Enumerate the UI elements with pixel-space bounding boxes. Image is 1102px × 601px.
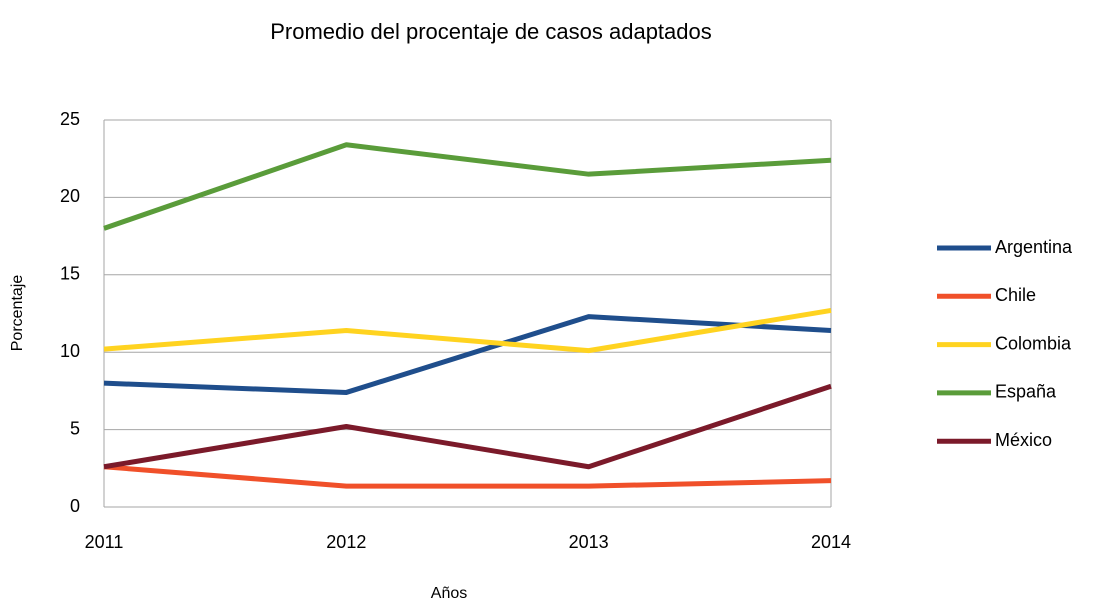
series-line [103,307,832,354]
x-tick-label: 2012 [326,532,366,552]
chart-title: Promedio del procentaje de casos adaptad… [270,19,712,44]
y-tick-label: 15 [60,264,80,284]
x-tick-label: 2013 [569,532,609,552]
y-axis-label: Porcentaje [9,275,26,352]
y-tick-label: 0 [70,496,80,516]
x-axis-label: Años [431,585,467,601]
x-tick-label: 2014 [811,532,851,552]
series-line [103,142,832,231]
legend-label: Colombia [995,333,1072,353]
series-line [103,464,832,489]
legend-label: México [995,430,1052,450]
x-tick-label: 2011 [85,532,124,552]
y-tick-label: 10 [60,341,80,361]
legend-label: Argentina [995,237,1073,257]
series-line [103,383,832,470]
y-tick-label: 5 [70,418,80,438]
y-tick-label: 20 [60,186,80,206]
legend-label: Chile [995,285,1036,305]
series-line [103,314,832,395]
y-tick-label: 25 [60,109,80,129]
legend-label: España [995,382,1057,402]
